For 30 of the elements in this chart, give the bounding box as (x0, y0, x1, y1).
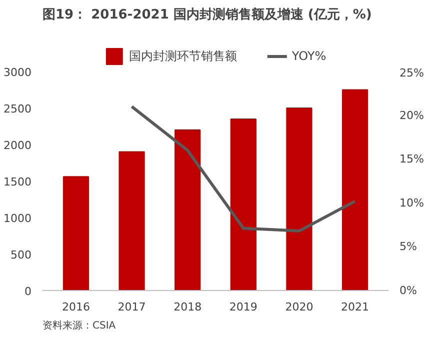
y2-tick-label: 10% (400, 196, 424, 210)
y2-tick-label: 0% (400, 284, 417, 297)
bar (342, 89, 368, 290)
chart-title: 图19： 2016-2021 国内封测销售额及增速 (亿元，%) (42, 6, 372, 22)
y2-tick-label: 20% (400, 108, 424, 122)
y2-tick-label: 5% (400, 240, 417, 254)
y-tick-label: 1000 (4, 212, 32, 225)
y-tick-label: 0 (24, 285, 32, 298)
y-tick-label: 2500 (4, 102, 32, 116)
y-tick-label: 500 (10, 248, 32, 262)
bar (286, 108, 312, 290)
y2-tick-label: 15% (400, 152, 424, 166)
bar (118, 151, 145, 290)
text: 资料来源：CSIA (42, 320, 116, 332)
legend-label: YOY% (292, 49, 326, 63)
y-tick-label: 1500 (4, 176, 32, 188)
y-tick-label: 3000 (4, 66, 32, 79)
x-tick-label: 2018 (174, 300, 202, 314)
bar (174, 129, 201, 290)
x-tick-label: 2019 (229, 300, 258, 314)
y2-tick-label: 25% (400, 66, 424, 80)
x-tick-label: 2020 (285, 300, 314, 314)
x-tick-label: 2017 (118, 300, 146, 314)
bar (62, 176, 90, 290)
x-tick-label: 2021 (341, 300, 370, 314)
line-series (130, 105, 357, 232)
y-tick-label: 2000 (4, 139, 32, 152)
x-tick-label: 2016 (62, 300, 90, 314)
bar (230, 118, 256, 290)
legend-label: 国内封测环节销售额 (128, 48, 237, 64)
